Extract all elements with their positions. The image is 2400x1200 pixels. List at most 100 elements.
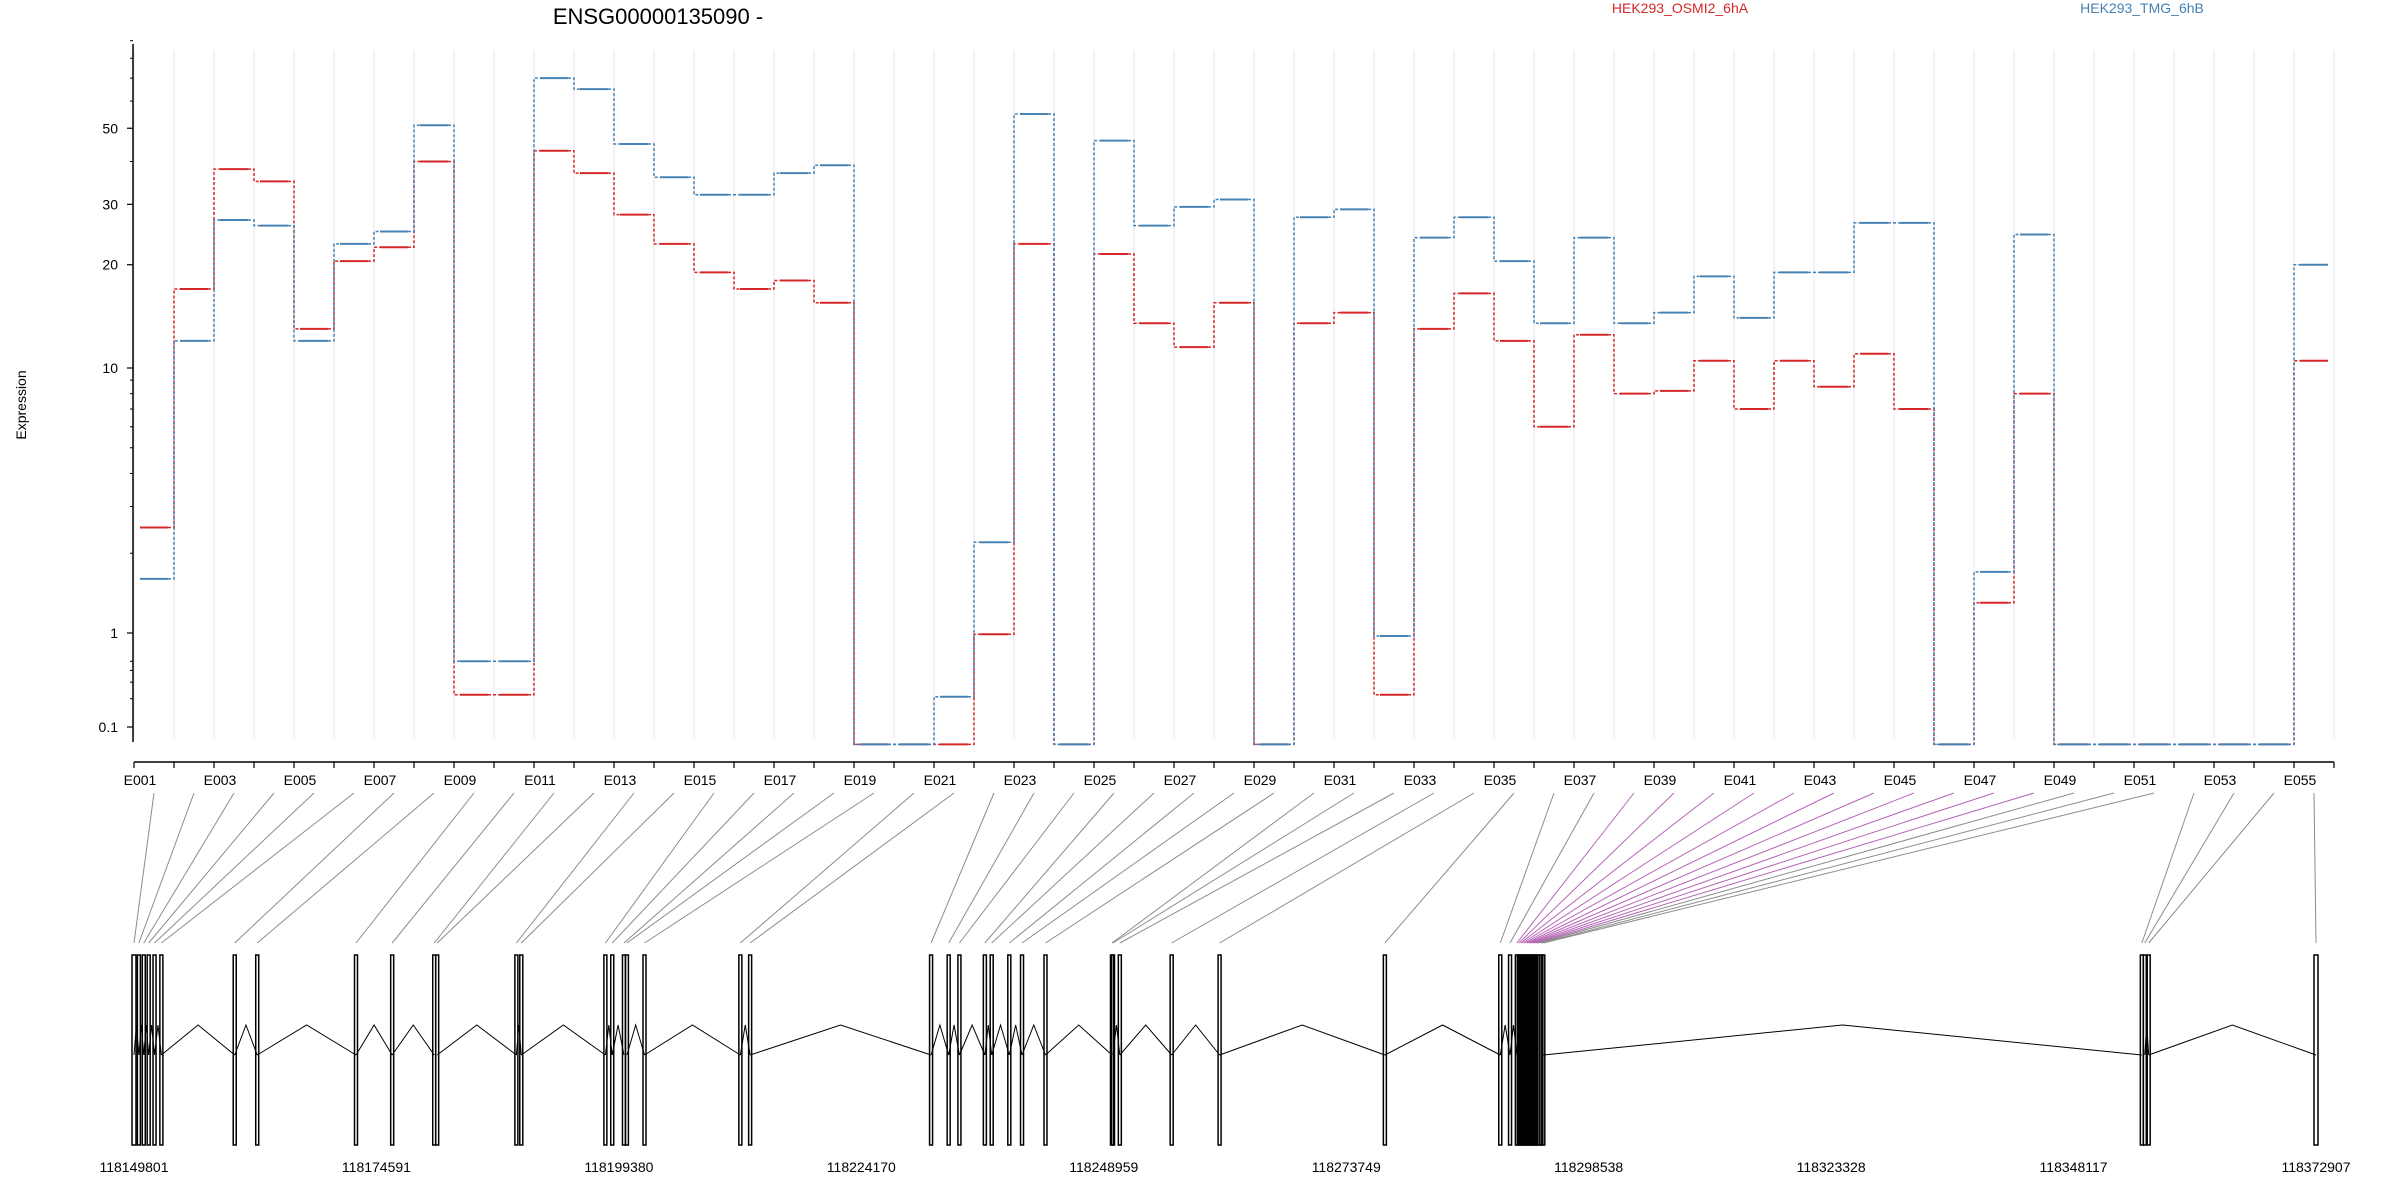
exon-box [146,954,151,1146]
legend-entry-2: HEK293_TMG_6hB [2080,0,2204,16]
exon-label: E021 [924,772,957,788]
series-step [1928,408,1940,746]
exon-label: E047 [1964,772,1997,788]
genomic-tick-label: 118199380 [584,1159,653,1175]
exon-connector [391,792,515,944]
series-step [1088,139,1100,746]
y-tick-label: 10 [102,360,118,376]
exon-box [2146,954,2151,1146]
exon-box [609,954,615,1146]
series-step [1288,216,1300,746]
exon-connector [1528,792,1875,944]
exon-box [141,954,147,1146]
exon-connector [611,792,755,944]
series-step [1648,390,1660,395]
exon-connector [959,792,1075,944]
exon-box [1019,954,1025,1146]
series-step [1728,275,1740,319]
series-step [1528,260,1540,325]
exon-connector [2141,792,2195,944]
exon-connector [1119,792,1395,944]
exon-label: E045 [1884,772,1917,788]
series-step [1248,198,1260,746]
exon-label: E011 [524,772,556,788]
series-step [1608,334,1620,395]
exon-connector [626,792,835,944]
series-step [288,224,300,342]
exon-connector [234,792,395,944]
exon-connector [1522,792,1755,944]
series-step [1488,216,1500,262]
exon-connector [1008,792,1195,944]
series-step [2288,263,2300,746]
genomic-tick-label: 118348117 [2040,1159,2108,1175]
genomic-tick-label: 118372907 [2281,1159,2350,1175]
exon-label: E051 [2124,772,2157,788]
exon-connector [991,792,1155,944]
series-step [568,149,580,174]
series-step [1168,322,1180,348]
genomic-tick-label: 118323328 [1797,1159,1866,1175]
series-step [1488,292,1500,342]
exon-box [519,954,524,1146]
series-lines [140,77,2328,746]
series-step [1328,311,1340,325]
exon-connector [644,792,875,944]
exon-box [624,954,630,1146]
exon-connector [1499,792,1555,944]
series-step [688,243,700,274]
exon-connector [1534,792,1995,944]
exon-box [1217,954,1222,1146]
exon-connector [1532,792,1955,944]
exon-box [989,954,994,1146]
exon-box [747,954,753,1146]
series-step [608,172,620,216]
series-step [1008,243,1020,635]
exon-box [1007,954,1012,1146]
intron [256,1024,357,1056]
series-step [1528,340,1540,428]
series-step [1608,236,1620,325]
series-step [1568,334,1580,428]
series-step [1648,311,1660,325]
series-step [808,164,820,174]
chart-title: ENSG00000135090 - [553,4,763,29]
exon-connector [2313,792,2317,944]
series-step [1768,359,1780,410]
exon-box [232,954,237,1146]
exon-connector [1021,792,1235,944]
exon-connector [1516,792,1635,944]
exon-label: E019 [844,772,877,788]
exon-box [2313,954,2319,1146]
exon-box [1498,954,1503,1146]
series-step [768,279,780,290]
series-step [1128,253,1140,325]
exon-connector [1171,792,1435,944]
series-step [968,633,980,746]
series-step [448,160,460,696]
exon-connector [740,792,915,944]
series-step [248,219,260,227]
series-step [1328,208,1340,219]
intron [391,1024,435,1056]
series-step [1448,292,1460,330]
series-step [1808,359,1820,388]
intron [958,1023,986,1056]
exon-label: E001 [124,772,157,788]
intron [1171,1024,1220,1056]
exon-connector [604,792,715,944]
exon-box [254,954,260,1146]
exon-box [514,954,519,1146]
intron [626,1023,645,1056]
grid-lines [133,50,2335,738]
exon-label: E043 [1804,772,1837,788]
exon-connector [1526,792,1835,944]
exon-box [2142,954,2148,1146]
genomic-tick-label: 118273749 [1312,1159,1381,1175]
exon-label: E029 [1244,772,1277,788]
intron [991,1023,1010,1056]
series-step [968,541,980,698]
exon-box [389,954,395,1146]
exon-box [946,954,951,1146]
exon-label: E041 [1724,772,1757,788]
